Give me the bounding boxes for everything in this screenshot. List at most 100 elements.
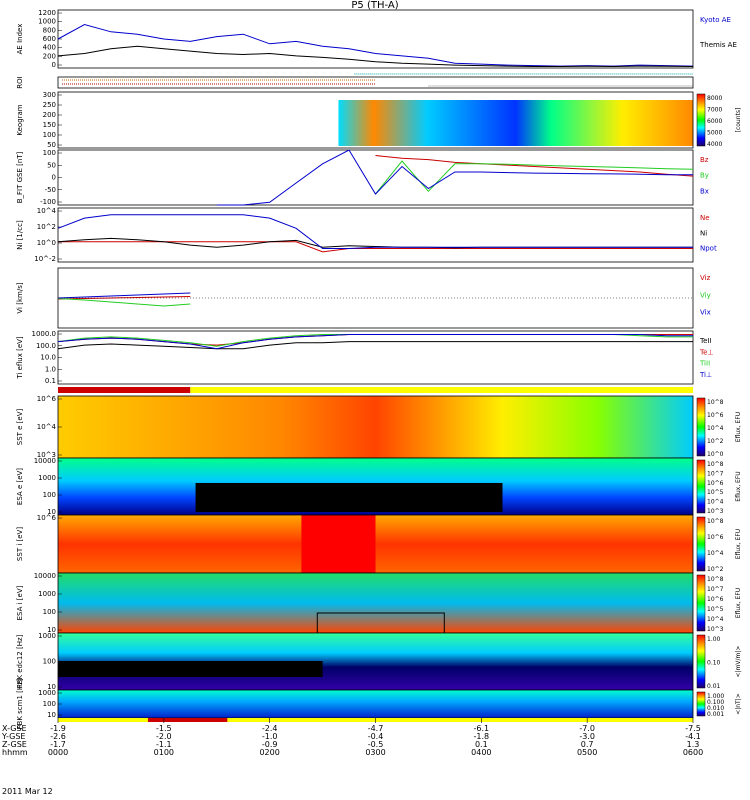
fbk_b-colorbar-tick: 1.000 [707,693,724,700]
keogram-colorbar-tick: 8000 [707,95,722,102]
roi-ylabel: ROI [16,76,24,88]
esa_i-spectrogram [58,573,693,633]
fbk_b-ytick-label: 10 [47,711,56,719]
sst_e-colorbar-tick: 10^6 [707,412,724,419]
ti-ytick-label: 0.1 [45,377,56,385]
esa_e-ytick-label: 1000 [38,474,56,482]
fbk_e-ytick-label: 10 [47,683,56,691]
esa_e-colorbar-tick: 10^5 [707,489,724,496]
ephemeris-tick-column: -4.7 -0.4 -0.5 0300 [356,725,396,757]
ephemeris-tick-column: -2.4 -1.0 -0.9 0200 [250,725,290,757]
ae-ytick-label: 0 [52,61,56,69]
esa_e-colorbar-tick: 10^7 [707,470,724,477]
fbk_b-colorbar-tick: 0.010 [707,705,724,712]
sst_e-ytick-label: 10^4 [37,423,57,431]
date-label: 2011 Mar 12 [2,787,53,796]
fbk_e-colorbar-label: <|mV/m|> [735,646,742,678]
ephemeris-value-x: -7.0 [579,724,595,733]
bfit-series-0 [375,155,694,177]
ephemeris-value-y: -2.0 [156,732,172,741]
ae-frame [57,9,694,69]
ni-series-2 [57,214,693,249]
bfit-series-2 [216,149,693,206]
ni-ytick-label: 10^0 [37,239,56,247]
esa_e-colorbar-tick: 10^8 [707,461,724,468]
keogram-ytick-label: 100 [43,131,56,139]
row-label-z: Z-GSE [2,740,27,749]
bfit-ytick-label: 100 [43,149,56,157]
fbk_b-colorbar [696,691,706,717]
keogram-colorbar-tick: 5000 [707,130,722,137]
esa_i-colorbar-tick: 10^5 [707,606,724,613]
ae-ytick-label: 400 [43,44,56,52]
ephemeris-tick-column: -7.5 -4.1 1.3 0600 [673,725,713,757]
esa_e-ytick-label: 10000 [34,457,56,465]
ae-series-0 [57,23,694,67]
vi-legend-1: Viy [700,291,711,299]
row-label-x: X-GSE [2,724,27,733]
esa_i-colorbar-tick: 10^3 [707,626,724,633]
ephemeris-value-x: -1.5 [156,724,172,733]
esa_i-colorbar-tick: 10^8 [707,576,724,583]
vi-series-1 [57,298,191,307]
sst_e-spectrogram [58,396,693,458]
roi-frame [57,76,694,89]
ephemeris-value-z: -1.7 [50,740,66,749]
ephemeris-value-y: -4.1 [685,732,701,741]
ae-legend-1: Themis AE [699,41,737,49]
ae-ytick-label: 600 [43,35,56,43]
plot-title: P5 (TH-A) [351,0,399,11]
ephemeris-value-y: -1.0 [261,732,278,741]
ephemeris-value-z: -0.9 [261,740,278,749]
ni-ytick-label: 10^2 [37,223,56,231]
ephemeris-tick-column: -7.0 -3.0 0.7 0500 [567,725,607,757]
fbk_b-ytick-label: 100 [43,700,56,708]
bfit-legend-0: Bz [700,156,709,164]
fbk_e-colorbar-tick: 1.00 [707,636,721,643]
ni-ylabel: Ni [1/cc] [16,220,24,250]
ephemeris-tick-column: -1.9 -2.6 -1.7 0000 [38,725,78,757]
esa_i-ytick-label: 100 [43,608,56,616]
fbk_b-ylabel: FBK scm1 [Hz] [16,678,24,729]
ephemeris-value-t: 0300 [365,748,386,757]
keogram-ylabel: Keogram [16,104,24,135]
esa_e-colorbar [696,459,706,514]
ephemeris-value-t: 0400 [471,748,492,757]
ni-legend-0: Ne [700,214,710,222]
sst_e-ylabel: SST e [eV] [16,408,24,445]
ti-legend-2: TiII [699,360,710,368]
ti-legend-0: TeII [699,337,712,345]
esa_i-colorbar-tick: 10^7 [707,586,724,593]
keogram-colorbar-tick: 7000 [707,107,722,114]
row-label-y: Y-GSE [2,732,26,741]
ti-series-0 [57,341,693,350]
ephemeris-value-t: 0000 [47,748,69,757]
fbk_e-ytick-label: 1000 [38,632,56,640]
ae-ytick-label: 1000 [38,18,56,26]
bfit-ytick-label: -100 [40,198,56,206]
ti-series-3 [57,334,693,350]
keogram-ytick-label: 150 [43,121,56,129]
ephemeris-value-z: 1.3 [686,740,700,749]
ephemeris-value-t: 0200 [259,748,280,757]
ephemeris-value-x: -1.9 [50,724,66,733]
ephemeris-row-labels: X-GSE Y-GSE Z-GSE hhmm [2,725,28,757]
sst_i-ylabel: SST i [eV] [16,527,24,561]
sst_i-ytick-label: 10^6 [37,514,57,522]
bottom-mode-bar-red [147,718,228,722]
ephemeris-value-z: 0.1 [474,740,488,749]
esa_e-colorbar-tick: 10^4 [707,499,724,506]
ae-ytick-label: 200 [43,52,56,60]
ephemeris-value-y: -0.4 [367,732,384,741]
keogram-frame [57,91,694,149]
ephemeris-value-x: -6.1 [473,724,490,733]
vi-legend-2: Vix [700,309,711,317]
esa-e-dark-region [195,483,503,512]
ti-ylabel: Ti eflux [eV] [16,336,24,380]
bfit-series-1 [375,160,694,195]
vi-series-2 [57,292,191,299]
ae-ytick-label: 1200 [38,9,56,17]
ephemeris-value-z: -1.1 [156,740,172,749]
